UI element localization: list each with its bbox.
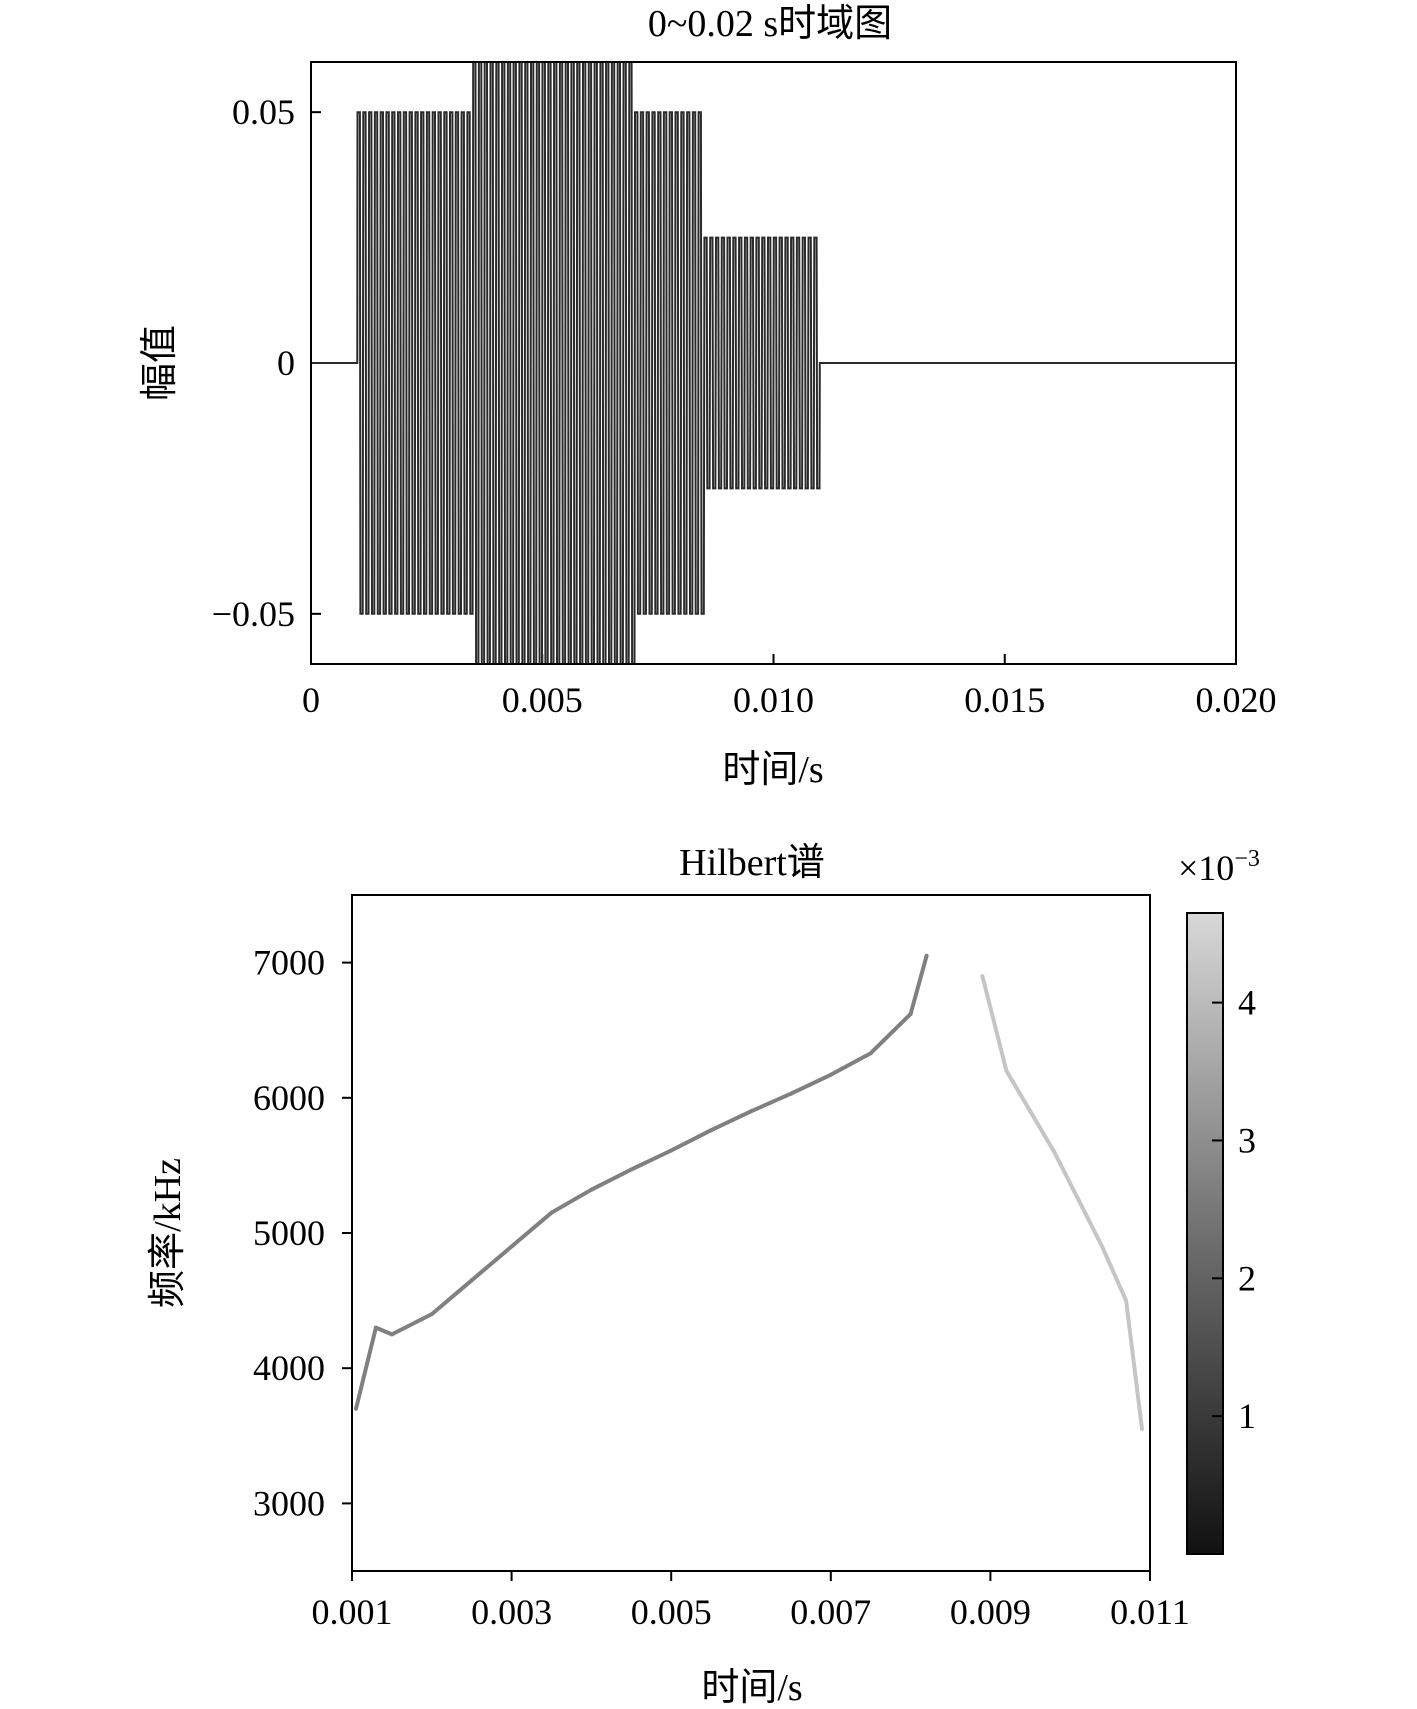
chart2-x-tick-label: 0.005 [631,1592,712,1632]
chart2-y-tick-label: 3000 [253,1483,325,1523]
time-domain-chart: 0~0.02 s时域图 0 0.005 0.010 0.015 0.020−0.0500… [139,3,1277,791]
chart2-series-point [469,1278,474,1283]
chart2-series-point [1076,1197,1081,1202]
chart2-series-line-2 [980,975,1144,1430]
chart2-series-point [924,953,929,958]
chart2-series-point [868,1051,873,1056]
chart2-series-point [589,1187,594,1192]
chart2-series-point [788,1091,793,1096]
chart2-series-point [1124,1298,1129,1303]
chart2-x-tick-label: 0.007 [790,1592,871,1632]
chart2-y-tick-label: 5000 [253,1213,325,1253]
colorbar-tick-label: 2 [1238,1258,1256,1298]
chart1-waveform [311,61,1236,665]
chart1-x-tick-label: 0.005 [502,680,583,720]
chart2-plot-frame [351,894,1151,1572]
chart1-x-tick-label: 0.020 [1196,680,1277,720]
chart1-x-tick-label: 0.010 [733,680,814,720]
chart2-tick-group: 0.001 0.003 0.005 0.007 0.009 0.011 3000 4000 50… [253,943,1190,1632]
chart2-line-group [354,953,1144,1431]
chart1-y-tick-label: 0 [277,343,295,383]
chart2-x-tick-label: 0.001 [312,1592,393,1632]
colorbar-multiplier-exponent: −3 [1234,846,1260,872]
chart2-y-tick-label: 6000 [253,1078,325,1118]
chart2-series-line-1 [354,955,929,1410]
chart2-title: Hilbert谱 [679,842,825,884]
chart1-y-tick-label: 0.05 [232,92,295,132]
chart1-y-tick-label: −0.05 [212,594,295,634]
chart2-series-point [549,1210,554,1215]
chart2-x-tick-label: 0.011 [1110,1592,1190,1632]
chart2-y-label: 频率/kHz [147,1158,189,1308]
colorbar [1186,912,1224,1555]
chart2-series-point [429,1312,434,1317]
chart2-series-point [980,974,985,979]
chart2-series-point [1100,1244,1105,1249]
chart1-plot-frame [310,61,1237,665]
chart2-series-point [354,1406,358,1411]
chart2-series-point [509,1244,514,1249]
chart2-series-point [629,1167,634,1172]
chart1-title: 0~0.02 s时域图 [648,3,892,45]
chart2-series-point [1004,1068,1009,1073]
chart2-x-tick-label: 0.009 [950,1592,1031,1632]
chart2-series-point [1028,1109,1033,1114]
chart2-x-label: 时间/s [701,1667,802,1709]
chart2-series-point [749,1109,753,1114]
colorbar-multiplier: ×10−3 [1178,846,1260,888]
chart2-series-point [908,1012,913,1016]
colorbar-tick-group: 1 2 3 4 [1212,983,1256,1436]
chart1-x-label: 时间/s [722,749,823,791]
chart1-x-tick-label: 0.015 [964,680,1045,720]
chart1-x-tick-label: 0 [302,680,320,720]
chart1-tick-group: 0 0.005 0.010 0.015 0.020 −0.05 0 0.05 [212,92,1277,720]
chart2-x-tick-label: 0.003 [471,1592,552,1632]
chart2-series-point [1052,1149,1057,1154]
chart1-y-label: 幅值 [139,325,181,401]
chart2-series-point [709,1128,714,1133]
colorbar-tick-label: 3 [1238,1120,1256,1160]
chart2-series-point [373,1325,378,1330]
colorbar-multiplier-base: ×10 [1178,848,1234,888]
colorbar-tick-label: 4 [1238,983,1256,1023]
hilbert-spectrum-chart: Hilbert谱 0.001 0.003 0.005 0.007 0.009 0.011 3… [147,842,1260,1709]
chart2-series-point [1140,1427,1144,1431]
chart2-series-point [828,1072,833,1077]
chart2-y-tick-label: 4000 [253,1348,325,1388]
chart2-series-point [669,1148,674,1153]
chart2-series-point [389,1332,394,1337]
chart2-y-tick-label: 7000 [253,943,325,983]
colorbar-tick-label: 1 [1238,1396,1256,1436]
